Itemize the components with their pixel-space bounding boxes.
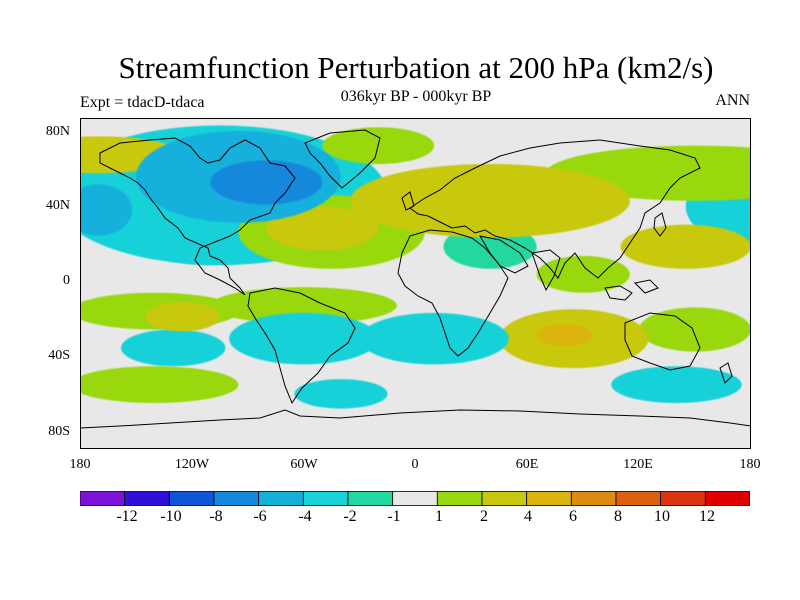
- lon-label-60w: 60W: [290, 457, 318, 472]
- coast-south-america: [247, 287, 356, 405]
- coast-north-america: [99, 137, 296, 296]
- figure-title: Streamfunction Perturbation at 200 hPa (…: [118, 50, 714, 85]
- colorbar-swatch: [80, 491, 126, 506]
- colorbar-swatch: [704, 491, 750, 506]
- colorbar-label: -12: [116, 508, 138, 525]
- colorbar-label: 8: [614, 508, 622, 525]
- lon-label-180w: 180: [69, 457, 91, 472]
- colorbar-swatch: [436, 491, 483, 506]
- coast-india: [531, 249, 561, 292]
- colorbar-swatch: [168, 491, 215, 506]
- coast-japan: [653, 212, 667, 237]
- contour-region: [210, 287, 397, 324]
- contour-region: [536, 255, 630, 293]
- colorbar-label: 4: [524, 508, 532, 525]
- figure-subtitle: 036kyr BP - 000kyr BP: [340, 88, 492, 105]
- lat-label-80n: 80N: [45, 124, 70, 139]
- lon-label-120w: 120W: [174, 457, 210, 472]
- coast-greenland: [304, 129, 381, 189]
- contour-region: [294, 379, 388, 409]
- contour-region: [80, 184, 133, 236]
- map-frame: [80, 118, 751, 449]
- colorbar-swatch: [526, 491, 572, 506]
- lon-label-0: 0: [411, 457, 419, 472]
- colorbar-label: 12: [699, 508, 715, 525]
- colorbar-swatch: [660, 491, 706, 506]
- contour-region: [210, 160, 323, 205]
- lat-label-80s: 80S: [48, 424, 70, 439]
- coast-australia: [624, 312, 701, 371]
- colorbar-label: 6: [569, 508, 577, 525]
- lon-label-120e: 120E: [623, 457, 653, 472]
- lat-label-40s: 40S: [48, 348, 70, 363]
- colorbar-swatch: [615, 491, 662, 506]
- contour-region: [611, 366, 742, 404]
- colorbar-label: -8: [209, 508, 223, 525]
- lat-label-40n: 40N: [45, 198, 70, 213]
- colorbar-swatch: [258, 491, 304, 506]
- colorbar-label: -6: [253, 508, 267, 525]
- contour-region: [536, 323, 593, 347]
- coast-se-asia: [604, 279, 659, 301]
- colorbar-label: -10: [160, 508, 182, 525]
- contour-region: [80, 366, 239, 404]
- lon-label-60e: 60E: [515, 457, 539, 472]
- colorbar-swatch: [347, 491, 394, 506]
- contour-region: [121, 329, 226, 367]
- coast-eurasia: [409, 139, 701, 279]
- colorbar-swatch: [481, 491, 528, 506]
- coast-new-zealand: [719, 362, 733, 384]
- colorbar-swatch: [213, 491, 260, 506]
- colorbar-swatch: [570, 491, 617, 506]
- experiment-label: Expt = tdacD-tdaca: [80, 94, 205, 111]
- colorbar: [80, 491, 750, 506]
- colorbar-swatch: [124, 491, 170, 506]
- contour-region: [443, 182, 556, 220]
- colorbar-swatch: [392, 491, 438, 506]
- contour-region: [620, 224, 751, 269]
- colorbar-label: 1: [435, 508, 443, 525]
- coastlines: [80, 129, 751, 429]
- coast-antarctica: [80, 409, 751, 429]
- coast-africa: [397, 229, 509, 357]
- streamfunction-map: [80, 118, 751, 449]
- season-label: ANN: [715, 92, 750, 109]
- colorbar-label: 10: [654, 508, 670, 525]
- lon-label-180e: 180: [739, 457, 761, 472]
- coast-arabia: [479, 235, 529, 274]
- contour-region: [359, 312, 509, 365]
- colorbar-label: -2: [343, 508, 357, 525]
- colorbar-label: -1: [387, 508, 401, 525]
- colorbar-swatch: [302, 491, 349, 506]
- contour-region: [145, 301, 220, 332]
- colorbar-label: -4: [298, 508, 312, 525]
- colorbar-label: 2: [480, 508, 488, 525]
- contour-region: [639, 307, 751, 352]
- contour-region: [266, 206, 379, 251]
- lat-label-eq: 0: [63, 273, 70, 288]
- contour-region: [229, 312, 379, 365]
- coast-british-isles: [401, 191, 415, 211]
